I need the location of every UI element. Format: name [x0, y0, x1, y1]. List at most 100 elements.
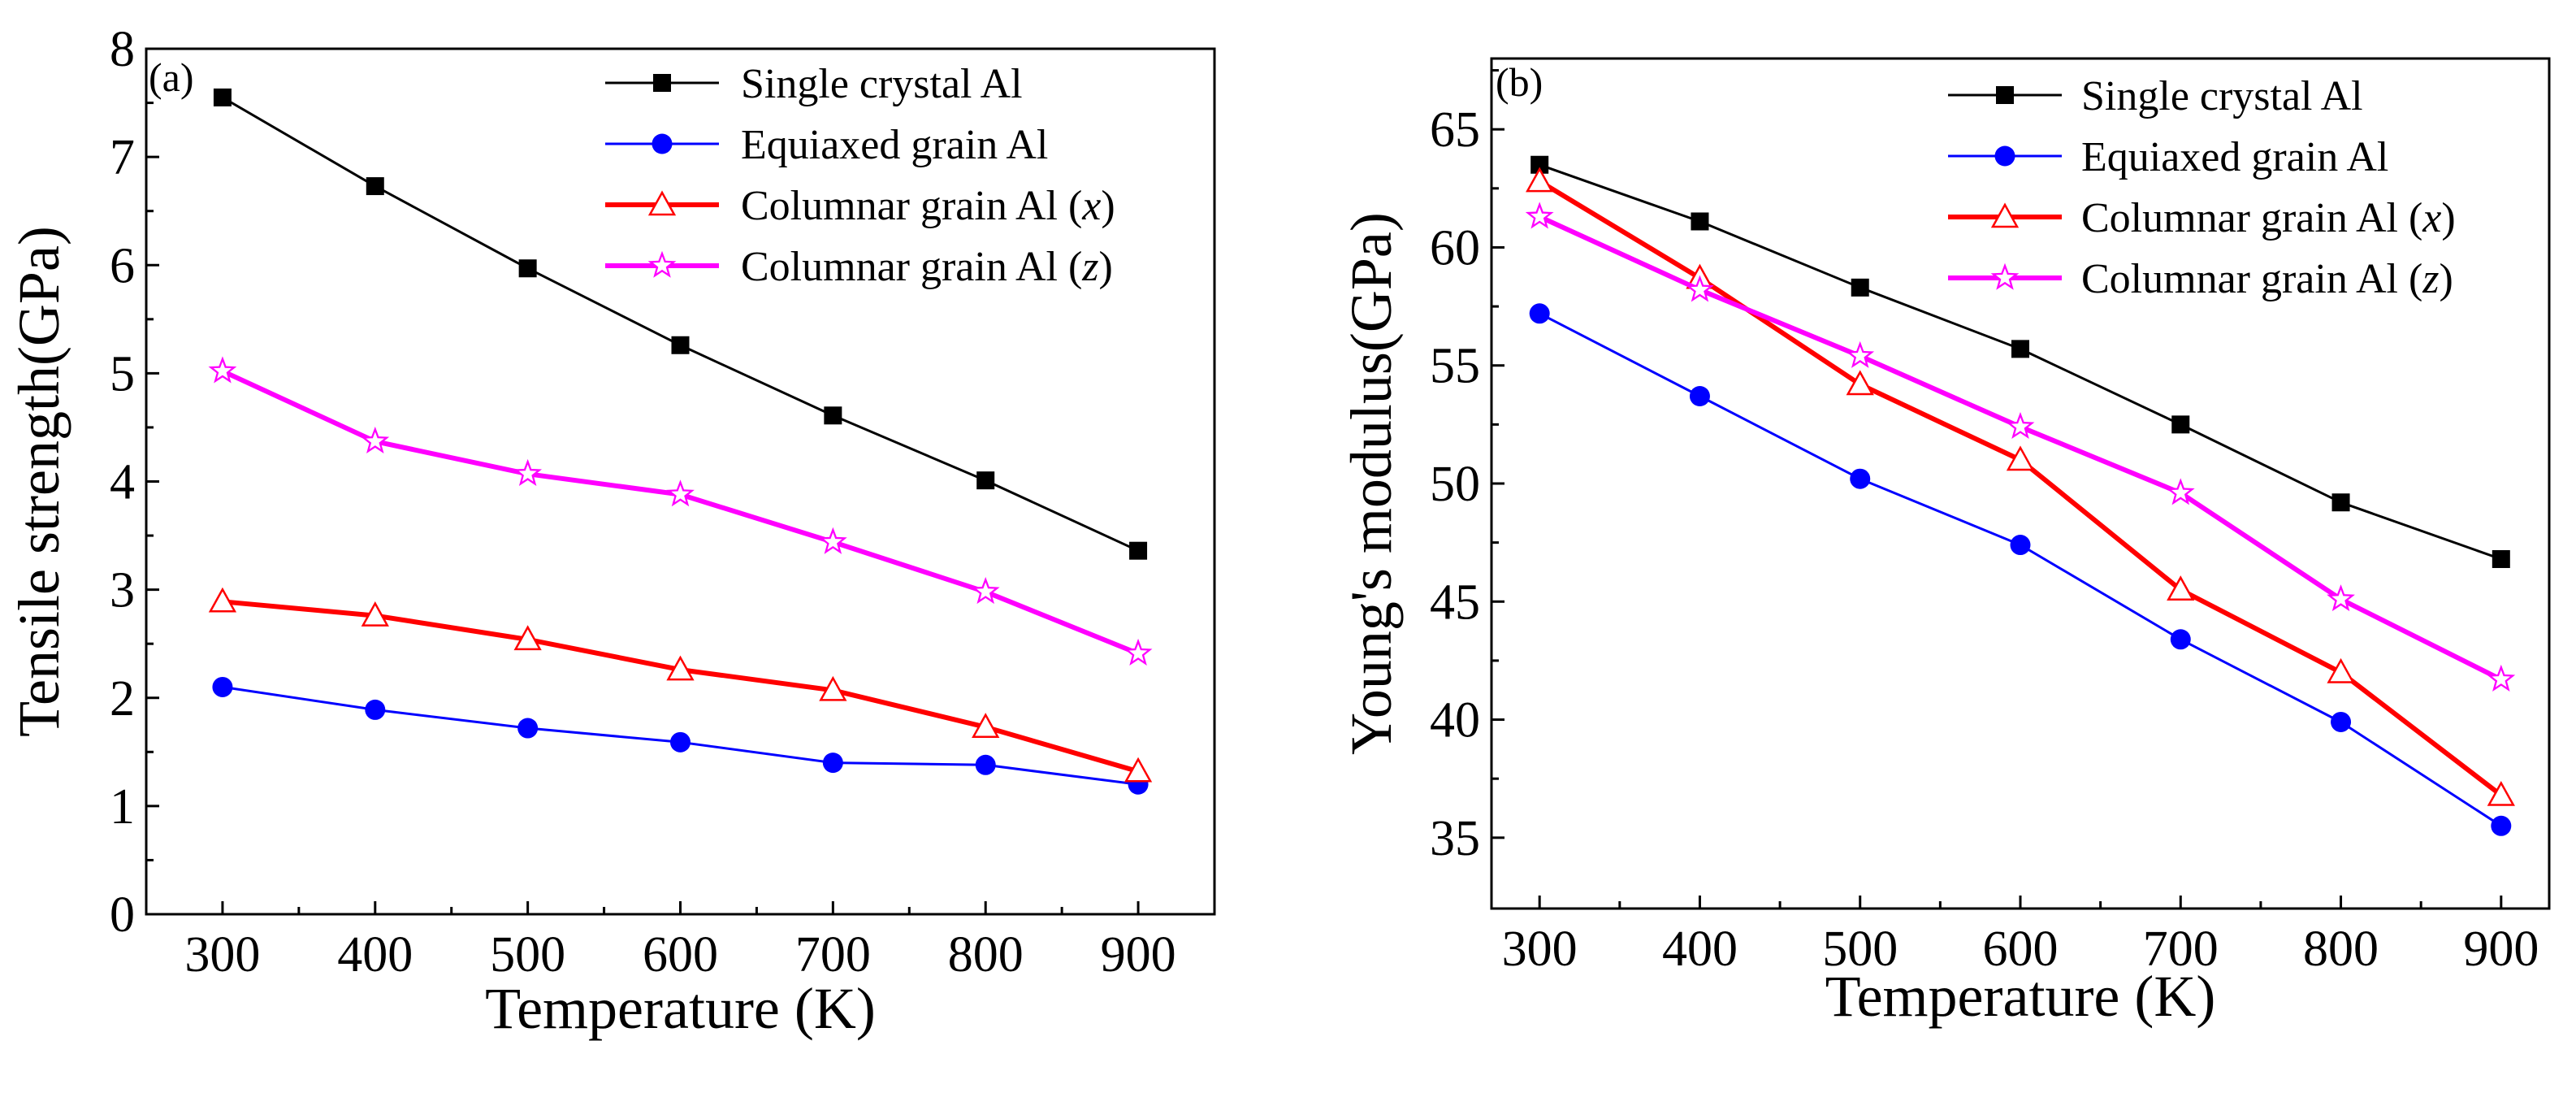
data-point	[361, 426, 390, 454]
legend-marker	[653, 74, 671, 92]
data-point	[1525, 202, 1554, 229]
data-point	[2492, 549, 2510, 568]
panel-a-tensile-strength-chart: 300 400 500 600 700 800 900 0 1 2 3 4 5 6 7 8 Temperatur…	[6, 22, 1216, 1041]
data-point	[824, 406, 842, 425]
x-tick-label: 700	[795, 927, 871, 982]
data-point	[2487, 664, 2516, 692]
data-point	[513, 458, 543, 486]
data-point	[671, 336, 690, 354]
data-point	[1851, 278, 1869, 297]
x-tick-label: 900	[2463, 922, 2539, 977]
x-tick-label: 600	[1983, 922, 2059, 977]
x-tick-label: 800	[948, 927, 1024, 982]
legend-marker	[652, 133, 673, 154]
legend-entry-close: )	[2440, 256, 2453, 302]
legend-entry-main: Single crystal Al	[2081, 73, 2363, 119]
y-tick-label: 50	[1430, 457, 1480, 512]
data-point	[2011, 340, 2029, 358]
y-axis-title: Tensile strength(GPa)	[6, 226, 71, 737]
legend-entry-variable: x	[1081, 183, 1101, 229]
series-3	[1525, 202, 2516, 692]
data-point	[1691, 212, 1709, 231]
data-point	[2006, 445, 2035, 471]
legend-entry-main: Columnar grain Al (	[741, 183, 1082, 229]
data-point	[819, 675, 847, 701]
data-point	[1123, 757, 1153, 783]
data-point	[975, 754, 996, 775]
y-tick-label: 60	[1430, 220, 1480, 275]
legend-entry: Columnar grain Al (x)	[2081, 195, 2456, 241]
data-point	[822, 753, 843, 774]
y-tick-label: 7	[110, 130, 135, 185]
plot-frame-b	[1490, 57, 2551, 910]
legend-entry: Columnar grain Al (z)	[2081, 256, 2453, 302]
x-tick-label: 400	[337, 927, 413, 982]
y-tick-label: 55	[1430, 339, 1480, 394]
data-point	[2487, 780, 2515, 806]
legend-entry-main: Single crystal Al	[741, 61, 1023, 107]
data-point	[212, 676, 233, 697]
data-point	[2331, 493, 2350, 512]
x-tick-label: 300	[1502, 922, 1578, 977]
series-1	[1529, 303, 2512, 836]
panel-label: (a)	[149, 54, 194, 100]
series-3	[208, 356, 1153, 666]
legend-entry-main: Equiaxed grain Al	[741, 122, 1048, 168]
y-tick-label: 0	[110, 887, 135, 943]
data-point	[366, 177, 384, 196]
x-tick-label: 900	[1101, 927, 1176, 982]
legend-entry-variable: x	[2422, 195, 2441, 241]
data-point	[1529, 303, 1550, 324]
data-point	[2491, 815, 2512, 836]
x-axis-title: Temperature (K)	[1825, 964, 2216, 1029]
data-point	[1846, 340, 1875, 368]
y-tick-label: 1	[110, 779, 135, 835]
data-point	[2167, 575, 2195, 601]
data-point	[976, 471, 995, 490]
series-0	[213, 88, 1148, 560]
data-point	[2327, 584, 2355, 612]
data-point	[1846, 370, 1874, 396]
series-1	[212, 676, 1149, 795]
legend-entry: Columnar grain Al (z)	[741, 244, 1113, 290]
series-2	[208, 587, 1153, 783]
y-tick-label: 65	[1430, 102, 1480, 158]
data-point	[2170, 629, 2191, 650]
panel-label: (b)	[1496, 59, 1543, 105]
data-point	[1123, 638, 1153, 666]
panel-b-youngs-modulus-chart: 300 400 500 600 700 800 900 35 40 45 50 55 60 65 Tempe…	[1339, 57, 2551, 1029]
data-point	[361, 601, 389, 627]
legend-entry-close: )	[1099, 244, 1113, 290]
legend-marker	[1990, 202, 2020, 228]
series-line	[221, 368, 1140, 656]
y-tick-label: 8	[110, 22, 135, 77]
y-tick-label: 2	[110, 671, 135, 726]
y-tick-label: 45	[1430, 575, 1480, 630]
data-point	[208, 587, 237, 613]
data-point	[2171, 415, 2190, 434]
legend-entry-main: Columnar grain Al (	[741, 244, 1082, 290]
y-tick-label: 3	[110, 563, 135, 618]
x-tick-label: 700	[2143, 922, 2219, 977]
legend-entry: Equiaxed grain Al	[2081, 134, 2388, 180]
legend-entry-main: Equiaxed grain Al	[2081, 134, 2388, 180]
legend-entry: Equiaxed grain Al	[741, 122, 1048, 168]
x-tick-label: 600	[643, 927, 718, 982]
data-point	[2166, 478, 2195, 505]
legend-marker	[647, 250, 677, 278]
legend-entry-variable: z	[2422, 256, 2439, 302]
y-tick-label: 4	[110, 455, 135, 510]
data-point	[1686, 275, 1714, 302]
legend-entry-close: )	[2441, 195, 2455, 241]
legend-entry-variable: z	[1081, 244, 1098, 290]
legend-entry-main: Columnar grain Al (	[2081, 256, 2422, 302]
data-point	[818, 527, 847, 554]
y-tick-label: 5	[110, 346, 135, 401]
data-point	[513, 625, 542, 651]
legend-marker	[1990, 262, 2020, 290]
legend-entry-main: Columnar grain Al (	[2081, 195, 2422, 241]
data-point	[208, 356, 237, 384]
data-point	[365, 699, 386, 720]
series-0	[1530, 155, 2510, 568]
